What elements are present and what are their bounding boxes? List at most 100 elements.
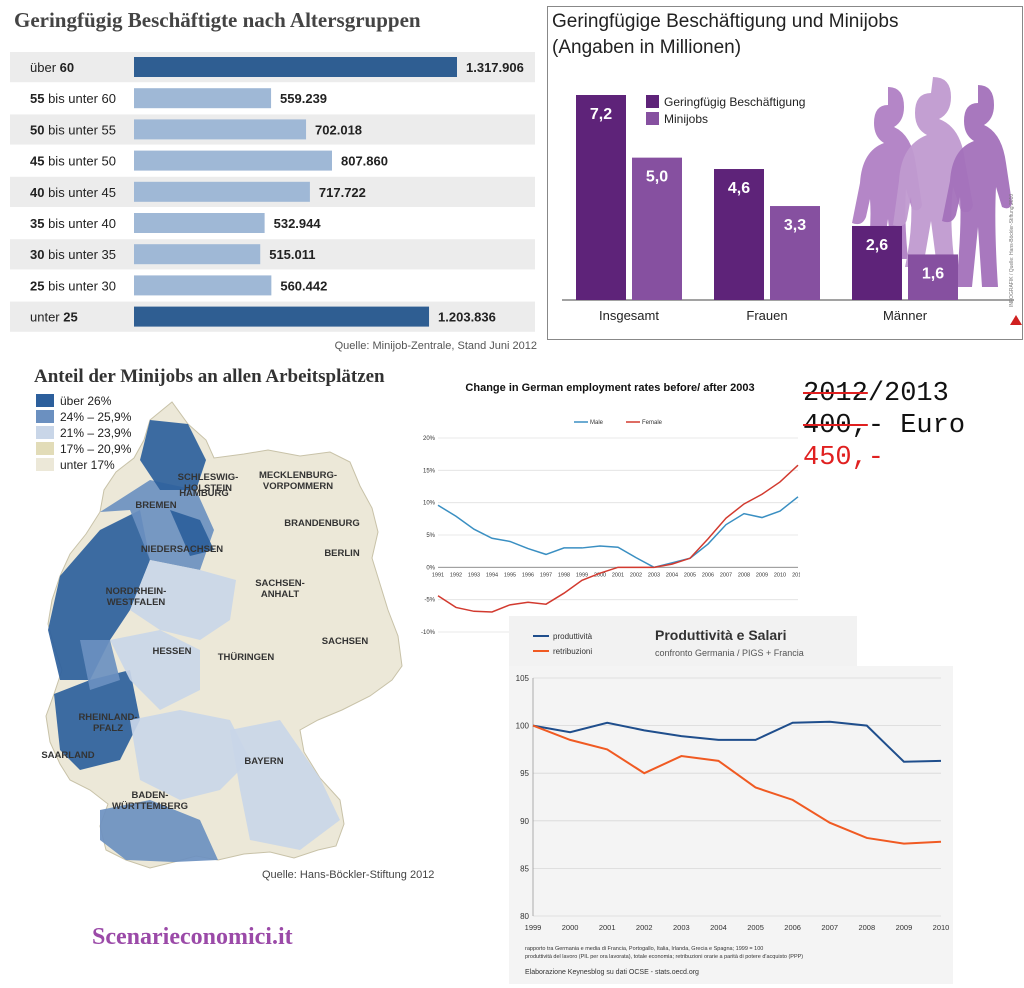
legend-swatch (36, 442, 54, 455)
region-label: HAMBURG (179, 488, 229, 499)
x-tick-label: 2006 (784, 923, 801, 932)
y-tick-label: 105 (516, 674, 530, 683)
bar-value-label: 559.239 (280, 91, 327, 106)
x-tick-label: 2010 (933, 923, 950, 932)
germany-choropleth-map: über 26% 24% – 25,9% 21% – 23,9% 17% – 20,9… (36, 394, 403, 869)
brand-label: Scenarieconomici.it (92, 924, 293, 950)
region-label: SACHSEN (322, 636, 369, 647)
district-cluster (48, 510, 150, 680)
y-tick-label: 20% (423, 436, 436, 442)
x-tick-label: 2007 (821, 923, 838, 932)
x-tick-label: 2003 (673, 923, 690, 932)
legend-label: Female (642, 420, 663, 426)
bar-value-label: 560.442 (280, 278, 327, 293)
x-tick-label: 2001 (612, 572, 624, 578)
new-year: /2013 (867, 379, 949, 409)
district-cluster (110, 630, 200, 710)
x-tick-label: 1992 (450, 572, 462, 578)
legend-label: produttività (553, 632, 593, 641)
region-label: NORDRHEIN-WESTFALEN (106, 586, 167, 608)
age-group-bar-chart: über 60 1.317.906 55 bis unter 60 559.239 50… (10, 52, 535, 332)
age-group-label: 55 bis unter 60 (30, 91, 116, 106)
age-group-bar (134, 306, 430, 327)
bar-geringfuegig (714, 169, 764, 300)
district-cluster (170, 510, 214, 556)
x-tick-label: 1996 (522, 572, 534, 578)
vertical-credit-text: INFOGRAFIK / Quelle: Hans-Böckler-Stiftu… (1009, 194, 1015, 307)
legend-label: über 26% (60, 394, 112, 408)
x-tick-label: 1997 (540, 572, 552, 578)
district-cluster (230, 720, 340, 850)
bar-value-label: 717.722 (319, 185, 366, 200)
y-tick-label: 10% (423, 501, 436, 507)
age-group-bar (134, 275, 272, 296)
employment-chart-title: Change in German employment rates before… (465, 382, 754, 394)
district-cluster (100, 480, 214, 570)
legend-label: Male (590, 420, 604, 426)
bar-minijobs (770, 206, 820, 300)
x-tick-label: 2000 (594, 572, 606, 578)
bar-value-label: 702.018 (315, 122, 362, 137)
age-group-bar (134, 88, 272, 109)
bar-value-label: 1.203.836 (438, 310, 496, 325)
x-tick-label: 2001 (599, 923, 616, 932)
bar-value-label: 532.944 (274, 216, 322, 231)
x-tick-label: 2008 (858, 923, 875, 932)
y-tick-label: 100 (516, 722, 530, 731)
region-label: HESSEN (152, 646, 191, 657)
x-tick-label: 1991 (432, 572, 444, 578)
legend-label: 21% – 23,9% (60, 426, 132, 440)
legend-swatch (36, 426, 54, 439)
age-group-chart-panel: Geringfügig Beschäftigte nach Altersgrup… (0, 0, 545, 360)
x-tick-label: 1999 (525, 923, 542, 932)
series-line-female (437, 464, 799, 613)
category-label: Insgesamt (599, 308, 659, 323)
age-group-label: unter 25 (30, 310, 78, 325)
header-background (509, 616, 857, 666)
x-tick-label: 2004 (666, 572, 678, 578)
x-tick-label: 2011 (792, 572, 800, 578)
row-stripe (10, 239, 535, 270)
region-label: SAARLAND (41, 750, 94, 761)
region-label: SACHSEN-ANHALT (255, 578, 305, 600)
legend-swatch (36, 410, 54, 423)
y-tick-label: -5% (424, 598, 435, 604)
age-group-label: 50 bis unter 55 (30, 122, 116, 137)
y-tick-label: 90 (520, 817, 529, 826)
x-tick-label: 2007 (720, 572, 732, 578)
bar-value-label: 1,6 (922, 265, 944, 282)
age-group-bar (134, 119, 307, 140)
bar-value-label: 1.317.906 (466, 60, 524, 75)
year-line: 2012/2013 (803, 378, 965, 410)
x-tick-label: 2008 (738, 572, 750, 578)
x-tick-label: 1998 (558, 572, 570, 578)
region-label: RHEINLAND-PFALZ (78, 712, 137, 734)
series-line-male (437, 496, 799, 569)
x-tick-label: 2004 (710, 923, 727, 932)
region-label: BERLIN (324, 548, 360, 559)
x-tick-label: 2000 (562, 923, 579, 932)
region-label: NIEDERSACHSEN (141, 544, 223, 555)
struck-amount: 400, (803, 411, 868, 441)
y-tick-label: 5% (426, 533, 435, 539)
plot-background (509, 666, 953, 984)
old-amount-line: 400,- Euro (803, 410, 965, 442)
productivity-wages-line-chart: Produttività e Salari confronto Germania … (509, 616, 953, 984)
bar-value-label: 5,0 (646, 169, 668, 186)
x-tick-label: 2005 (684, 572, 696, 578)
district-cluster (130, 710, 250, 800)
legend-swatch (36, 394, 54, 407)
district-cluster (130, 560, 236, 640)
x-tick-label: 2005 (747, 923, 764, 932)
employment-rate-line-chart: Change in German employment rates before… (421, 382, 800, 634)
legend-label: unter 17% (60, 458, 115, 472)
age-group-label: über 60 (30, 60, 74, 75)
district-cluster (54, 670, 140, 770)
region-label: MECKLENBURG-VORPOMMERN (259, 470, 337, 492)
series-line-retribuzioni (532, 724, 942, 845)
legend-label: Geringfügig Beschäftigung (664, 95, 805, 109)
y-tick-label: 15% (423, 468, 436, 474)
logo-mark (1010, 315, 1022, 325)
series-line-produttivit (532, 720, 942, 763)
bar-minijobs (632, 157, 682, 300)
